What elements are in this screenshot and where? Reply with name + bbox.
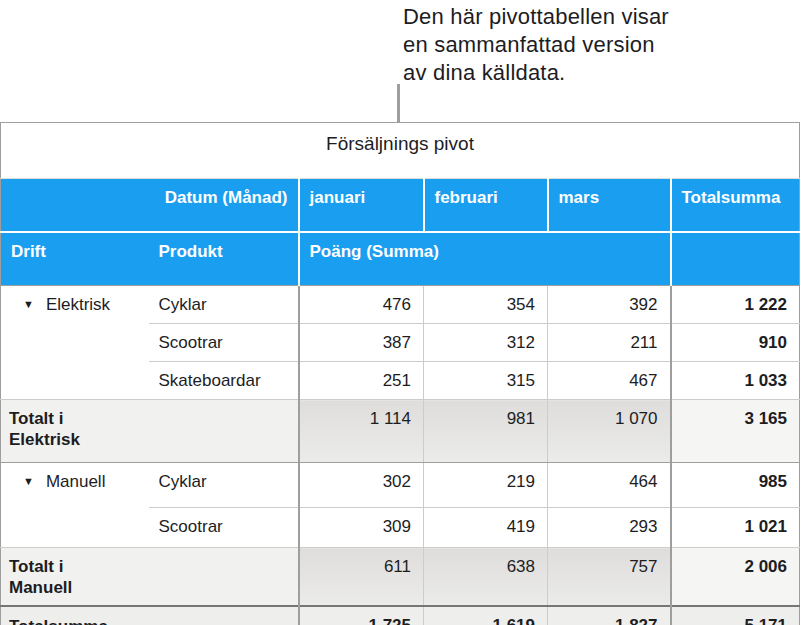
subtotal-value[interactable]: 1 114 [299, 400, 424, 463]
subtotal-value[interactable]: 611 [299, 548, 424, 606]
subtotal-label-elektrisk[interactable]: Totalt i Elektrisk [1, 400, 299, 463]
cell-product[interactable]: Skateboardar [149, 362, 299, 400]
cell-value[interactable]: 467 [548, 362, 671, 400]
grand-total-value[interactable]: 1 619 [424, 606, 548, 625]
subtotal-total[interactable]: 3 165 [671, 400, 800, 463]
values-header-poang-summa[interactable]: Poäng (Summa) [299, 232, 671, 286]
column-header-februari[interactable]: februari [424, 179, 548, 233]
cell-value[interactable]: 354 [424, 286, 548, 324]
cell-value[interactable]: 392 [548, 286, 671, 324]
row-header-produkt[interactable]: Produkt [149, 232, 299, 286]
callout-text-line: en sammanfattad version [403, 31, 669, 59]
cell-row-total[interactable]: 1 021 [671, 508, 800, 548]
cell-product[interactable]: Cyklar [149, 286, 299, 324]
column-header-mars[interactable]: mars [548, 179, 671, 233]
grand-total-value[interactable]: 1 725 [299, 606, 424, 625]
cell-value[interactable]: 464 [548, 463, 671, 508]
group-label: Manuell [46, 472, 106, 491]
cell-row-total[interactable]: 910 [671, 324, 800, 362]
row-group-manuell[interactable]: ▼ Manuell [1, 463, 149, 548]
callout-text-line: Den här pivottabellen visar [403, 3, 669, 31]
grand-total-value[interactable]: 1 827 [548, 606, 671, 625]
subtotal-value[interactable]: 638 [424, 548, 548, 606]
row-header-drift[interactable]: Drift [1, 232, 149, 286]
grand-total-total[interactable]: 5 171 [671, 606, 800, 625]
cell-row-total[interactable]: 985 [671, 463, 800, 508]
cell-value[interactable]: 302 [299, 463, 424, 508]
cell-product[interactable]: Scootrar [149, 508, 299, 548]
cell-value[interactable]: 315 [424, 362, 548, 400]
cell-product[interactable]: Scootrar [149, 324, 299, 362]
empty-header-cell[interactable] [671, 232, 800, 286]
cell-value[interactable]: 387 [299, 324, 424, 362]
cell-value[interactable]: 476 [299, 286, 424, 324]
cell-value[interactable]: 309 [299, 508, 424, 548]
subtotal-label-manuell[interactable]: Totalt i Manuell [1, 548, 299, 606]
grand-total-label[interactable]: Totalsumma [1, 606, 299, 625]
cell-value[interactable]: 312 [424, 324, 548, 362]
callout-leader-line [397, 84, 400, 123]
callout-text: Den här pivottabellen visar en sammanfat… [403, 3, 669, 87]
cell-value[interactable]: 293 [548, 508, 671, 548]
cell-row-total[interactable]: 1 222 [671, 286, 800, 324]
cell-product[interactable]: Cyklar [149, 463, 299, 508]
subtotal-total[interactable]: 2 006 [671, 548, 800, 606]
disclosure-triangle-icon[interactable]: ▼ [23, 298, 34, 310]
row-group-elektrisk[interactable]: ▼ Elektrisk [1, 286, 149, 400]
table-title[interactable]: Försäljnings pivot [1, 123, 800, 179]
cell-value[interactable]: 211 [548, 324, 671, 362]
subtotal-value[interactable]: 981 [424, 400, 548, 463]
subtotal-value[interactable]: 1 070 [548, 400, 671, 463]
cell-value[interactable]: 251 [299, 362, 424, 400]
callout-text-line: av dina källdata. [403, 59, 669, 87]
cell-value[interactable]: 419 [424, 508, 548, 548]
column-header-totalsumma[interactable]: Totalsumma [671, 179, 800, 233]
disclosure-triangle-icon[interactable]: ▼ [23, 475, 34, 487]
group-label: Elektrisk [46, 295, 110, 314]
cell-value[interactable]: 219 [424, 463, 548, 508]
subtotal-value[interactable]: 757 [548, 548, 671, 606]
column-header-januari[interactable]: januari [299, 179, 424, 233]
pivot-table: Försäljnings pivot Datum (Månad) januari… [0, 122, 800, 625]
column-header-datum-manad[interactable]: Datum (Månad) [1, 179, 299, 233]
cell-row-total[interactable]: 1 033 [671, 362, 800, 400]
